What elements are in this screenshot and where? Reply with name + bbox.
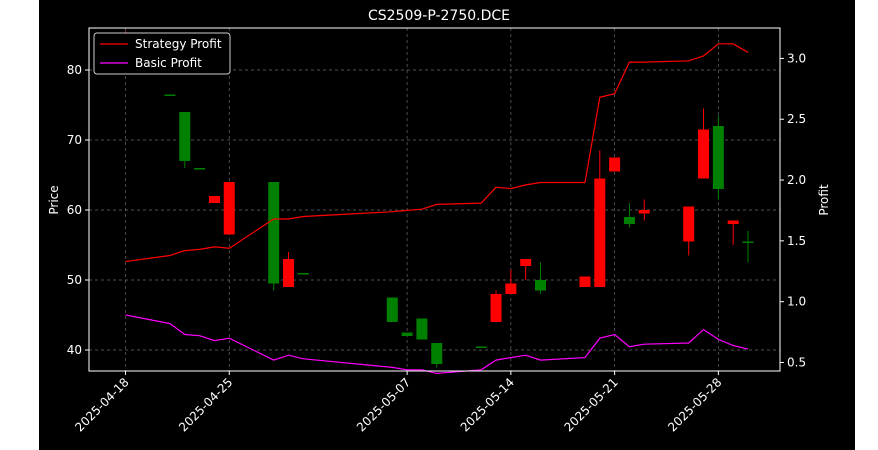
- y-tick-label: 80: [67, 63, 82, 77]
- candle-body: [268, 182, 280, 284]
- candle-body: [520, 259, 532, 266]
- candle-body: [283, 259, 295, 287]
- candlesticks: [120, 31, 754, 368]
- candle-body: [505, 283, 517, 294]
- profit-lines: [125, 43, 749, 375]
- basic-profit-line: [125, 314, 749, 375]
- candle-body: [490, 294, 502, 322]
- y-tick-label: 60: [67, 203, 82, 217]
- candle-body: [712, 126, 724, 189]
- legend-label-strategy: Strategy Profit: [135, 37, 222, 51]
- candle-body: [475, 346, 487, 348]
- candle-body: [698, 129, 710, 179]
- plot-frame: [88, 27, 781, 372]
- candle-body: [579, 276, 591, 287]
- y2-tick-label: 2.0: [787, 173, 806, 187]
- right-axis: 0.5 1.0 1.5 2.0 2.5 3.0: [780, 51, 806, 369]
- candle-body: [194, 168, 206, 170]
- y2-axis-label: Profit: [817, 184, 831, 216]
- candle-body: [535, 280, 546, 291]
- candle-body: [431, 343, 443, 364]
- legend-box: [93, 32, 231, 75]
- legend: Strategy Profit Basic Profit: [93, 32, 231, 75]
- candle-body: [208, 196, 220, 203]
- candle-body: [742, 241, 754, 243]
- candle-body: [297, 273, 309, 275]
- y-tick-label: 40: [67, 343, 82, 357]
- y2-tick-label: 2.5: [787, 112, 806, 126]
- y2-tick-label: 0.5: [787, 355, 806, 369]
- strategy-profit-line: [125, 43, 749, 263]
- candle-body: [164, 94, 176, 96]
- y2-tick-label: 1.5: [787, 234, 806, 248]
- candle-body: [594, 178, 606, 287]
- candle-body: [638, 210, 650, 214]
- legend-label-basic: Basic Profit: [135, 56, 202, 70]
- candle-body: [401, 332, 413, 336]
- candle-body: [179, 112, 191, 161]
- y-tick-label: 70: [67, 133, 82, 147]
- left-axis: 40 50 60 70 80: [67, 63, 89, 357]
- candle-body: [386, 297, 398, 322]
- candle-body: [609, 157, 621, 172]
- chart-title: CS2509-P-2750.DCE: [368, 8, 510, 24]
- candle-body: [623, 217, 635, 224]
- y2-tick-label: 1.0: [787, 295, 806, 309]
- candle-body: [416, 318, 428, 340]
- y-tick-label: 50: [67, 273, 82, 287]
- candle-body: [683, 206, 695, 242]
- chart-background: [39, 0, 855, 450]
- y2-tick-label: 3.0: [787, 51, 806, 65]
- candle-body: [223, 182, 235, 235]
- candle-body: [727, 220, 739, 224]
- y-axis-label: Price: [47, 185, 61, 214]
